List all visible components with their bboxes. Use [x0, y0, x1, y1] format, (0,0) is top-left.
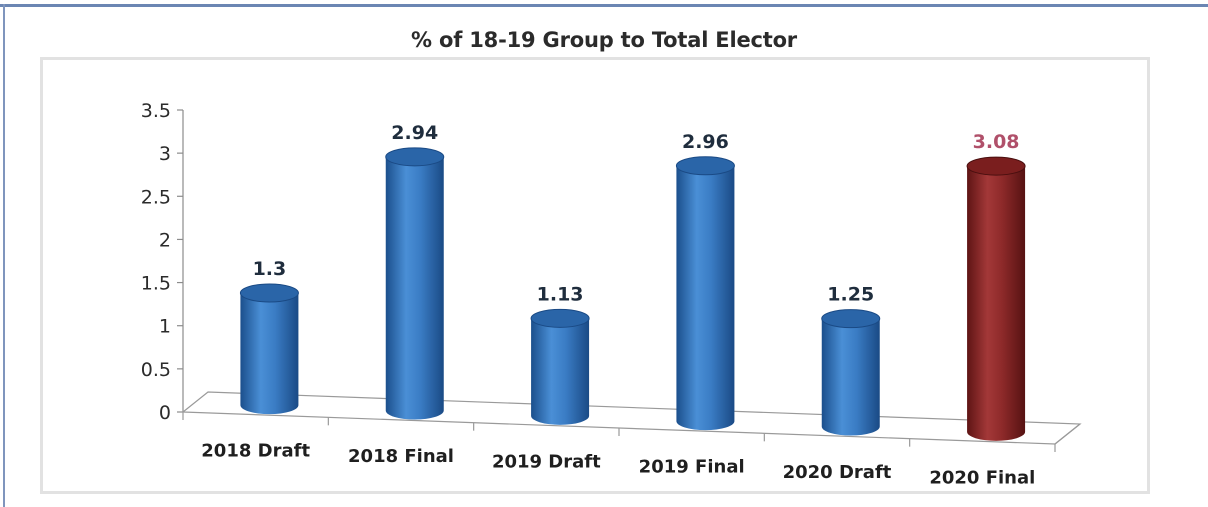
bar-body[interactable] — [821, 318, 880, 436]
y-tick-label: 1.5 — [141, 273, 171, 295]
bar-body[interactable] — [676, 165, 735, 431]
x-tick-label: 2018 Draft — [201, 441, 310, 462]
y-tick-label: 2.5 — [141, 186, 171, 208]
y-tick-label: 3.5 — [141, 100, 171, 122]
y-tick-label: 1 — [159, 316, 171, 338]
bar-2018-draft[interactable] — [239, 283, 299, 415]
bar-top[interactable] — [675, 156, 735, 176]
y-tick-label: 2 — [159, 229, 171, 251]
x-tick-label: 2019 Final — [639, 457, 745, 478]
x-tick-label: 2020 Final — [929, 467, 1035, 488]
bar-2020-draft[interactable] — [821, 309, 881, 436]
y-tick-label: 0 — [159, 402, 171, 424]
bar-top[interactable] — [385, 147, 445, 167]
bar-2019-draft[interactable] — [530, 308, 590, 425]
bar-2018-final[interactable] — [385, 147, 445, 420]
y-tick-label: 0.5 — [141, 359, 171, 381]
chart-panel — [40, 57, 1150, 494]
bar-top[interactable] — [239, 283, 299, 303]
bar-body[interactable] — [240, 292, 299, 415]
bar-top[interactable] — [821, 309, 881, 329]
bar-body[interactable] — [531, 318, 590, 425]
x-tick-label: 2018 Final — [348, 446, 454, 467]
bar-2019-final[interactable] — [675, 156, 735, 431]
chart-title: % of 18-19 Group to Total Elector — [411, 28, 797, 52]
bar-body[interactable] — [967, 166, 1026, 441]
data-label: 2.96 — [682, 131, 729, 153]
data-label: 3.08 — [973, 131, 1020, 153]
data-label: 2.94 — [391, 122, 438, 144]
x-tick-label: 2020 Draft — [783, 462, 892, 483]
data-label: 1.25 — [827, 284, 874, 306]
data-label: 1.13 — [537, 283, 584, 305]
labels-layer: 1.3 2018 Draft 2.94 2018 Final 1.13 2019 Draf… — [201, 122, 1035, 489]
chart-floor — [181, 391, 1082, 445]
data-label: 1.3 — [253, 258, 287, 280]
bar-2020-final[interactable] — [966, 156, 1026, 441]
axes-layer: 0 0.5 1 1.5 2 2.5 3 3.5 — [141, 100, 1082, 452]
bars-layer — [239, 147, 1026, 441]
y-tick-label: 3 — [159, 143, 171, 165]
window-top-border — [0, 4, 1208, 7]
bar-top[interactable] — [530, 308, 590, 328]
floor-right-edge — [1054, 423, 1081, 445]
bar-body[interactable] — [385, 156, 444, 420]
bar-top[interactable] — [966, 156, 1026, 176]
window-left-border — [3, 4, 5, 507]
x-tick-label: 2019 Draft — [492, 451, 601, 472]
